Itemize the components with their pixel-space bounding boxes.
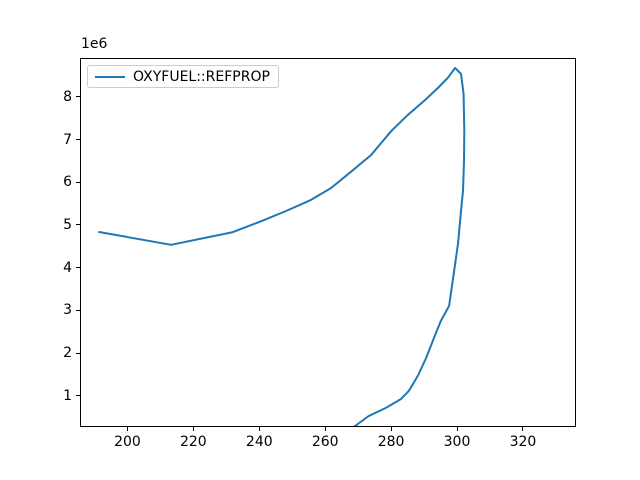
- x-tick-mark: [192, 427, 194, 431]
- x-tick-label: 300: [443, 434, 471, 450]
- x-tick-mark: [126, 427, 128, 431]
- x-tick-label: 260: [311, 434, 339, 450]
- y-tick-mark: [76, 139, 80, 141]
- y-tick-label: 7: [63, 131, 72, 148]
- y-tick-mark: [76, 267, 80, 269]
- y-tick-label: 5: [63, 216, 72, 233]
- series-line: [98, 67, 466, 426]
- legend-label: OXYFUEL::REFPROP: [133, 68, 270, 85]
- x-tick-mark: [258, 427, 260, 431]
- plot-area: [80, 58, 576, 427]
- y-tick-mark: [76, 352, 80, 354]
- y-tick-mark: [76, 309, 80, 311]
- y-tick-mark: [76, 395, 80, 397]
- x-tick-label: 280: [377, 434, 405, 450]
- legend: OXYFUEL::REFPROP: [87, 65, 279, 88]
- y-tick-label: 8: [63, 88, 72, 105]
- y-tick-mark: [76, 224, 80, 226]
- y-tick-label: 2: [63, 345, 72, 362]
- y-tick-mark: [76, 181, 80, 183]
- x-tick-label: 240: [245, 434, 273, 450]
- x-tick-mark: [456, 427, 458, 431]
- y-axis-offset-label: 1e6: [81, 36, 108, 52]
- x-tick-mark: [522, 427, 524, 431]
- y-tick-mark: [76, 96, 80, 98]
- oxyfuel-refprop-curve: [98, 67, 466, 426]
- x-tick-label: 200: [114, 434, 141, 450]
- x-tick-mark: [390, 427, 392, 431]
- y-tick-label: 1: [63, 387, 72, 404]
- x-tick-label: 220: [179, 434, 207, 450]
- x-tick-mark: [324, 427, 326, 431]
- legend-line-sample: [95, 75, 125, 78]
- y-tick-label: 4: [63, 259, 72, 276]
- x-tick-label: 320: [509, 434, 537, 450]
- y-tick-label: 3: [63, 302, 72, 319]
- y-tick-label: 6: [63, 174, 72, 191]
